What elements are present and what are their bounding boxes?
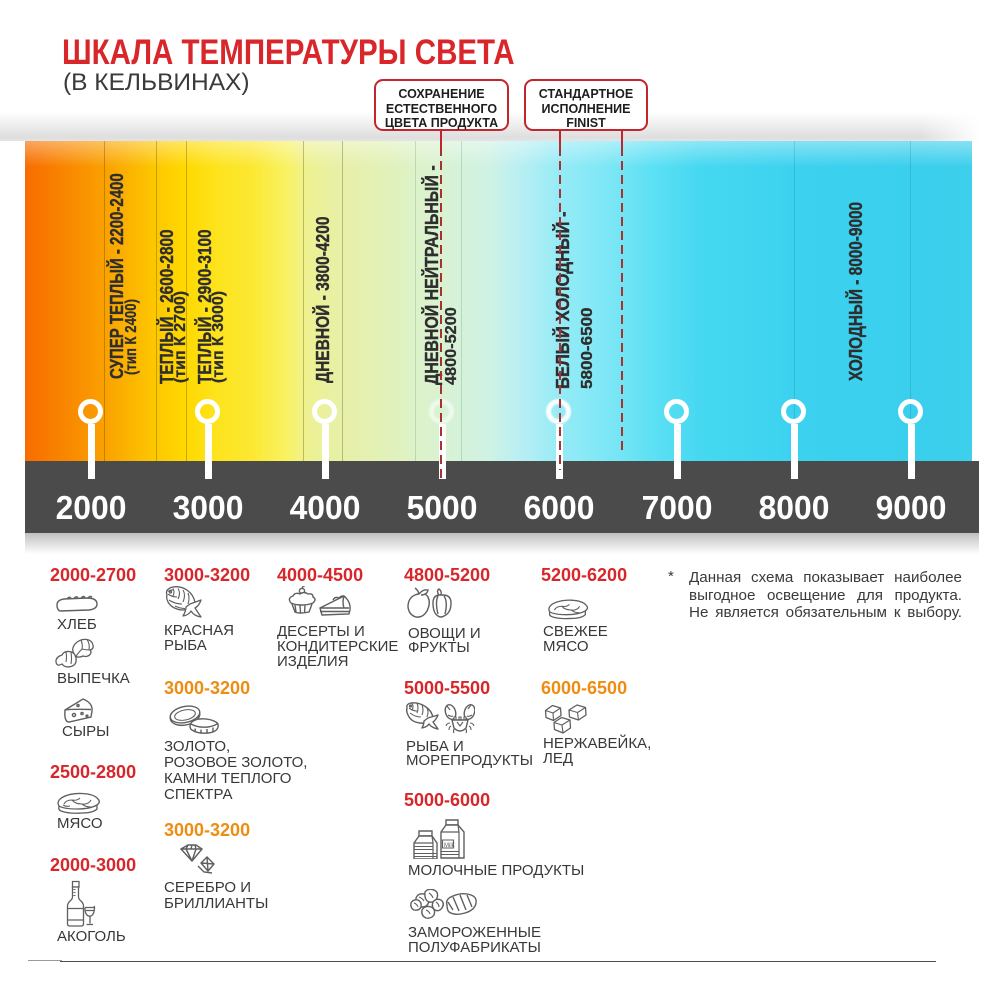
svg-text:Milk: Milk <box>444 843 456 849</box>
